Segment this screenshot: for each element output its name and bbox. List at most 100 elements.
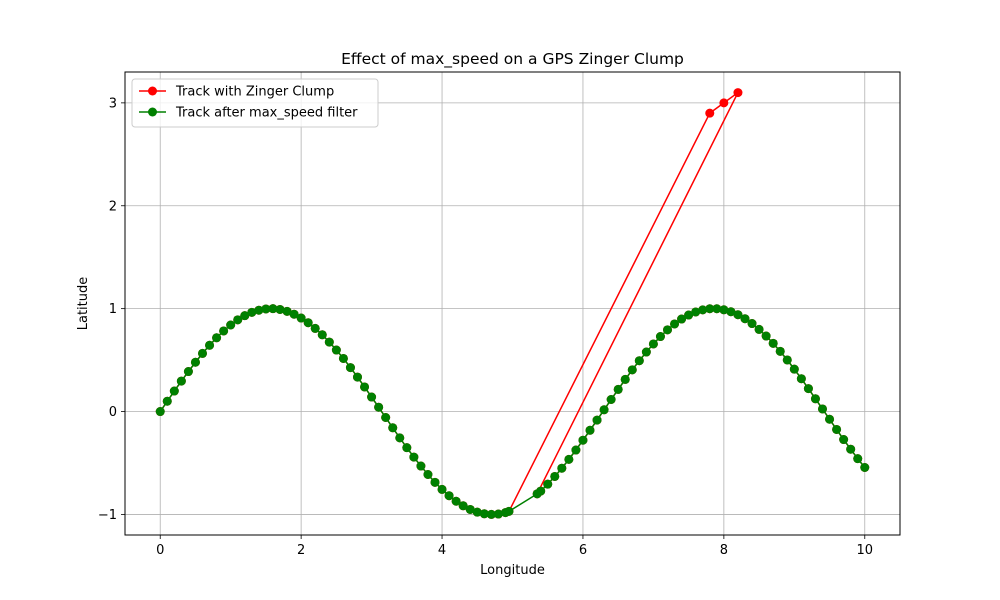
data-point — [733, 88, 743, 98]
data-point — [613, 384, 623, 394]
data-point — [190, 357, 200, 367]
data-point — [183, 367, 193, 377]
data-point — [606, 395, 616, 404]
data-point — [571, 445, 581, 455]
data-point — [733, 310, 743, 320]
data-point — [768, 338, 778, 348]
data-point — [740, 314, 750, 324]
data-point — [564, 454, 574, 464]
data-point — [162, 396, 172, 406]
data-point — [451, 496, 461, 506]
data-point — [486, 509, 496, 519]
data-point — [240, 311, 250, 321]
data-point — [832, 424, 842, 434]
data-point — [395, 433, 405, 443]
data-point — [648, 339, 658, 349]
data-point — [620, 374, 630, 384]
data-point — [479, 509, 489, 519]
data-point — [655, 332, 665, 342]
data-point — [338, 353, 348, 363]
data-point — [458, 501, 468, 511]
data-point — [409, 452, 419, 462]
data-point — [726, 307, 736, 317]
legend-box — [131, 78, 379, 128]
x-axis-label: Longitude — [480, 563, 545, 578]
data-point — [423, 470, 433, 479]
data-point — [627, 365, 637, 375]
data-point — [747, 319, 757, 329]
x-tick-label: 10 — [856, 543, 873, 558]
data-point — [782, 355, 792, 365]
data-point — [345, 363, 355, 373]
data-point — [360, 382, 370, 392]
data-point — [754, 324, 764, 334]
data-point — [472, 507, 482, 517]
data-point — [226, 320, 236, 330]
data-point — [402, 443, 412, 453]
data-point — [578, 435, 588, 445]
data-point — [219, 326, 229, 336]
data-point — [205, 340, 215, 350]
data-point — [691, 307, 701, 317]
data-point — [155, 407, 165, 417]
data-point — [825, 414, 835, 424]
legend: Track with Zinger Clump Track after max_… — [131, 78, 379, 128]
data-point — [303, 318, 313, 328]
data-point — [282, 306, 292, 316]
y-tick-label: 3 — [109, 96, 117, 111]
legend-label-filtered-track: Track after max_speed filter — [175, 106, 358, 121]
data-point — [592, 415, 602, 425]
data-point — [169, 386, 179, 396]
data-point — [670, 319, 680, 329]
y-tick-label: 0 — [109, 405, 117, 420]
data-point — [324, 337, 334, 347]
data-point — [289, 309, 299, 319]
y-tick-label: 1 — [109, 302, 117, 317]
legend-label-zinger-track: Track with Zinger Clump — [175, 85, 334, 100]
axis-ticks: 0 2 4 6 8 10 −1 0 1 2 3 — [98, 96, 873, 558]
data-point — [585, 425, 595, 435]
data-point — [698, 305, 708, 315]
data-point — [550, 471, 560, 481]
data-point — [818, 404, 827, 414]
legend-marker-red — [148, 86, 157, 96]
data-point — [775, 346, 785, 356]
data-point — [719, 98, 729, 108]
data-point — [268, 304, 278, 314]
data-point — [444, 491, 454, 501]
x-tick-label: 8 — [720, 543, 728, 558]
y-tick-label: −1 — [98, 508, 117, 523]
data-point — [761, 331, 771, 341]
data-point — [663, 325, 672, 335]
data-point — [543, 479, 553, 489]
data-point — [381, 413, 391, 422]
data-point — [677, 314, 687, 324]
data-point — [254, 305, 264, 315]
data-point — [310, 323, 320, 333]
data-point — [839, 435, 849, 445]
data-point — [719, 305, 729, 315]
y-tick-label: 2 — [109, 199, 117, 214]
data-point — [599, 405, 609, 415]
data-point — [275, 304, 285, 314]
data-point — [416, 461, 426, 471]
data-point — [641, 347, 651, 357]
data-point — [296, 313, 306, 323]
data-point — [430, 477, 440, 487]
y-axis-label: Latitude — [76, 277, 91, 331]
data-point — [634, 356, 644, 366]
data-point — [367, 392, 377, 402]
data-point — [374, 402, 384, 412]
data-point — [536, 486, 546, 496]
data-point — [317, 330, 327, 340]
chart-title: Effect of max_speed on a GPS Zinger Clum… — [341, 50, 684, 69]
data-point — [796, 374, 806, 384]
data-point — [803, 384, 813, 394]
series-filtered-track — [155, 304, 870, 519]
data-point — [212, 333, 222, 343]
data-point — [198, 348, 207, 358]
data-point — [261, 304, 271, 314]
data-point — [712, 304, 722, 314]
